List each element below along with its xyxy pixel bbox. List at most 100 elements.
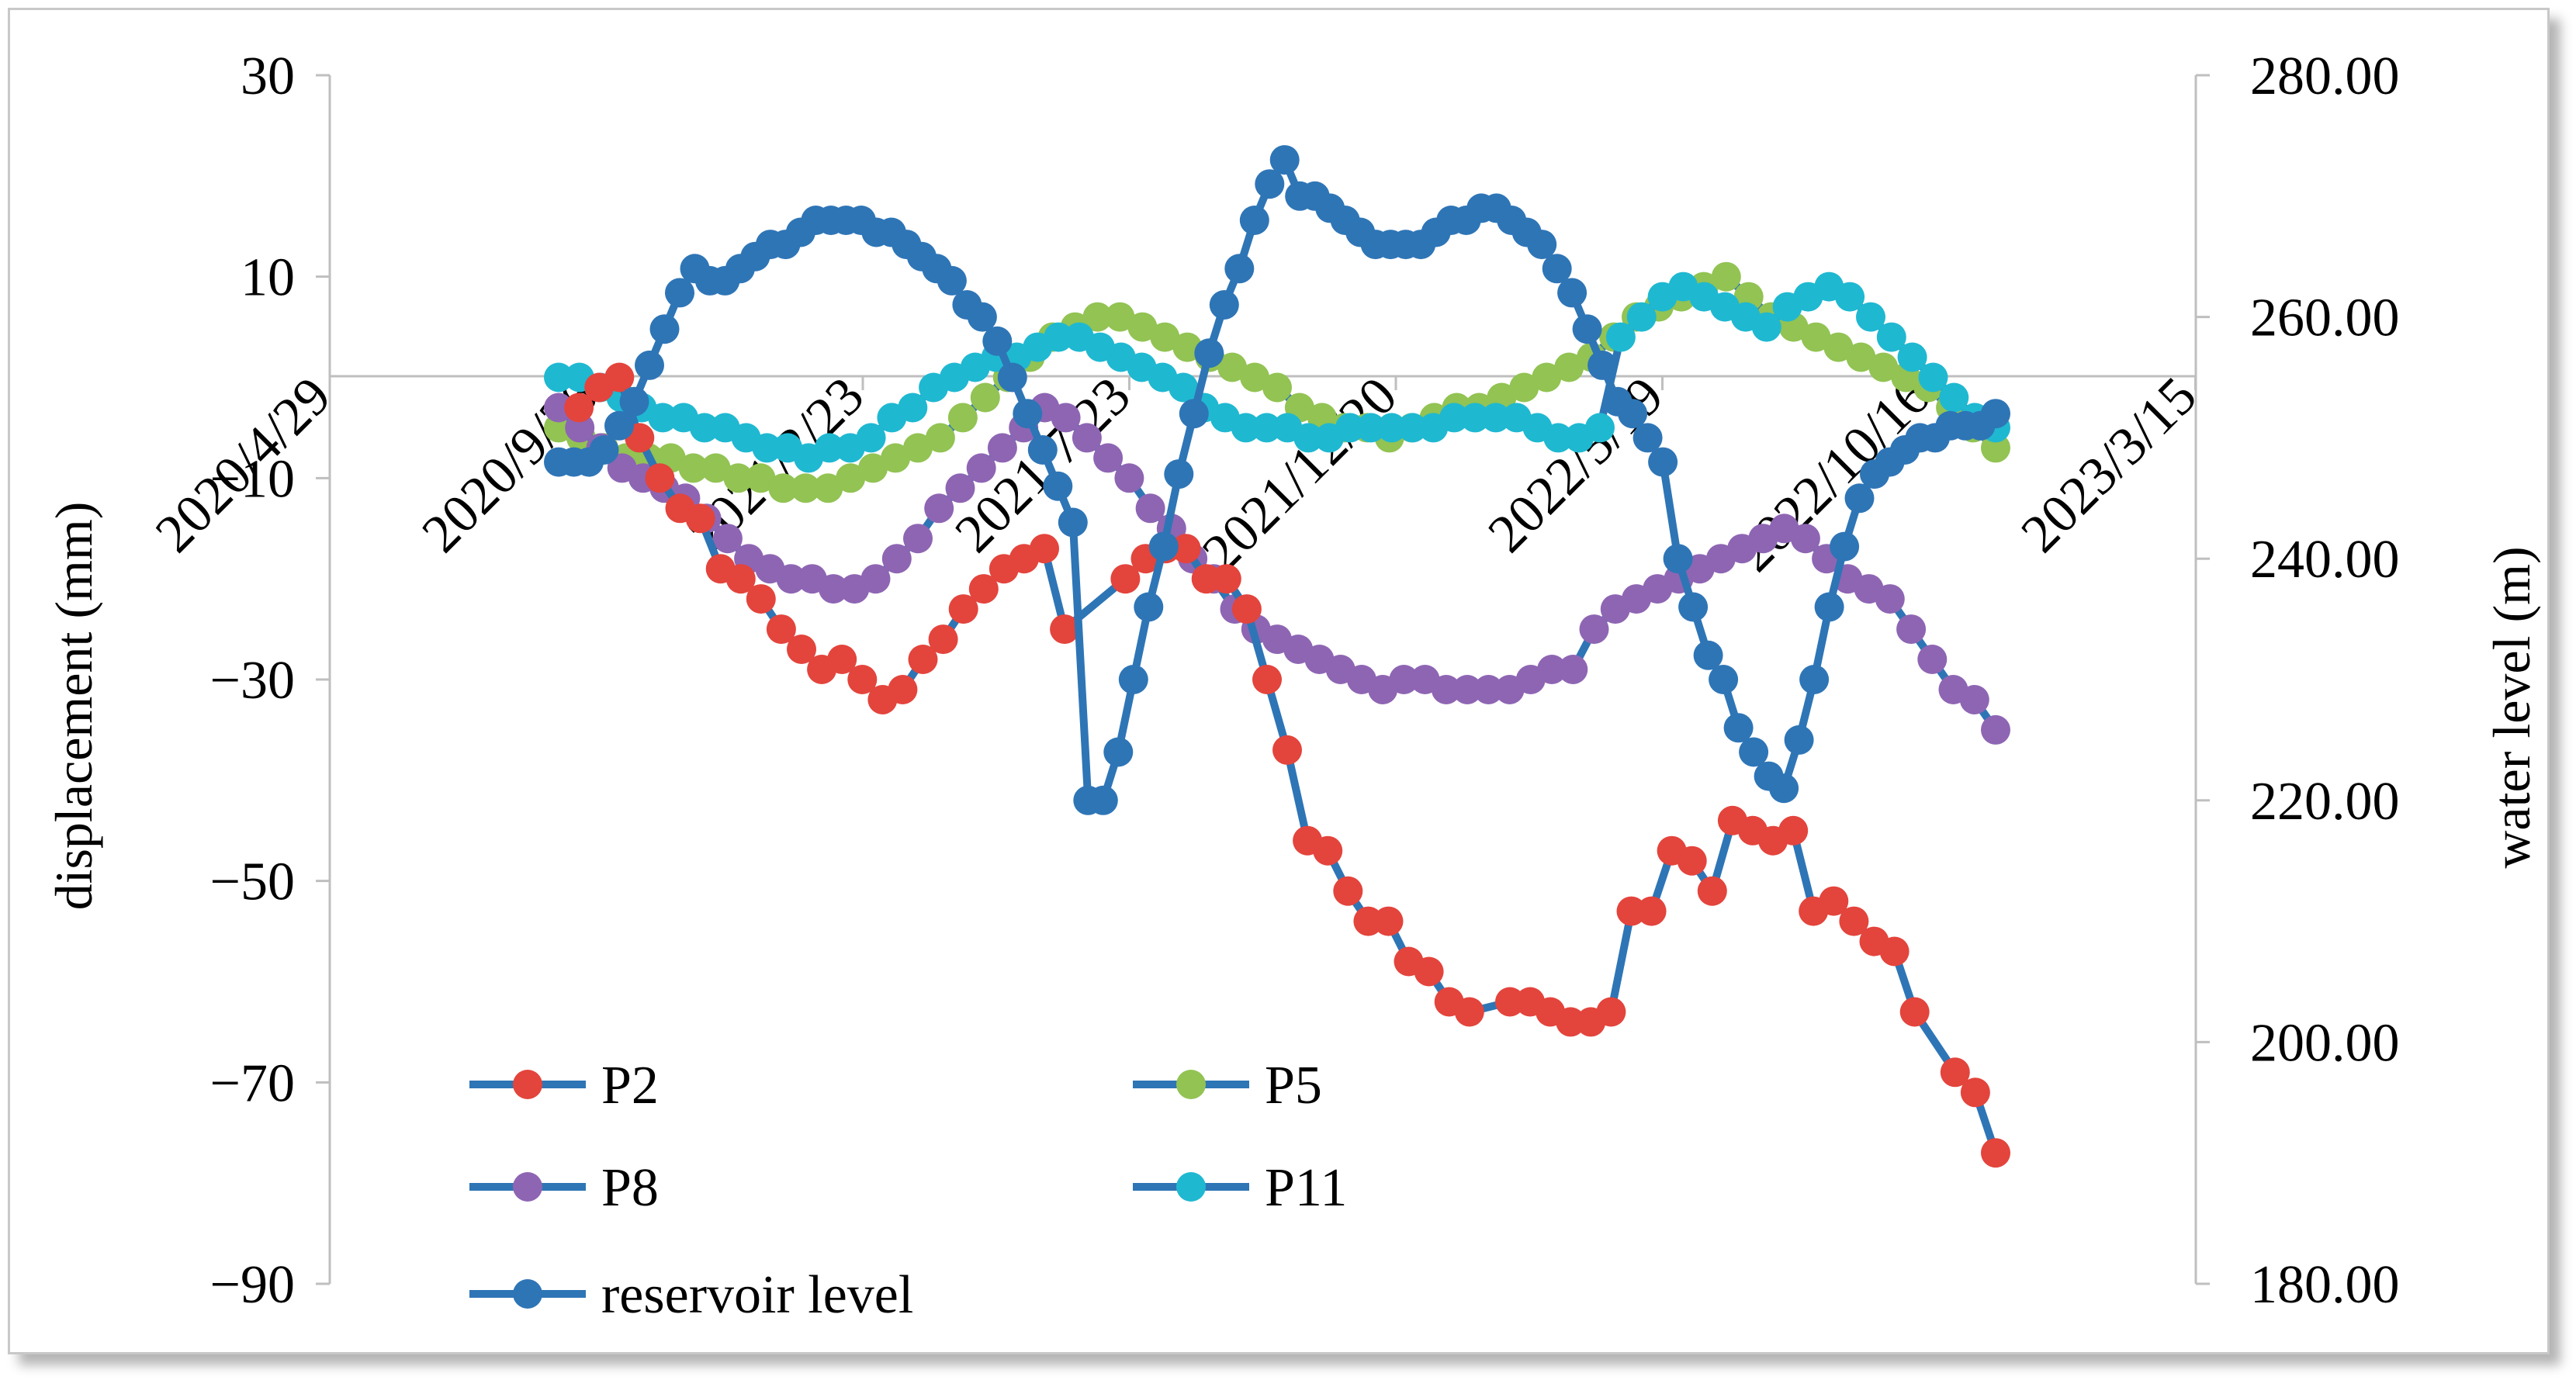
data-point bbox=[1868, 352, 1899, 382]
data-point bbox=[1835, 282, 1865, 312]
data-point bbox=[1723, 713, 1754, 743]
data-point bbox=[1711, 261, 1741, 292]
right-tick-label: 200.00 bbox=[2250, 1013, 2400, 1073]
data-point bbox=[1959, 685, 1989, 714]
data-point bbox=[1373, 906, 1404, 936]
data-point bbox=[1981, 433, 2010, 463]
data-point bbox=[908, 645, 938, 674]
data-point bbox=[1572, 314, 1602, 344]
data-point bbox=[1114, 463, 1144, 493]
data-point bbox=[701, 453, 731, 483]
data-point bbox=[1981, 714, 2010, 745]
data-point bbox=[1616, 896, 1646, 926]
data-point bbox=[1148, 531, 1179, 562]
data-point bbox=[1179, 399, 1209, 429]
data-point bbox=[1618, 399, 1648, 429]
data-point bbox=[856, 423, 886, 453]
data-point bbox=[847, 665, 878, 694]
data-point bbox=[1875, 584, 1905, 614]
data-point bbox=[1194, 338, 1224, 368]
data-point bbox=[1839, 906, 1869, 936]
data-point bbox=[689, 413, 719, 443]
data-point bbox=[1269, 145, 1300, 175]
data-point bbox=[937, 265, 967, 296]
legend-item: P11 bbox=[1133, 1158, 1347, 1218]
legend-item: P2 bbox=[469, 1056, 659, 1115]
data-point bbox=[1543, 423, 1574, 453]
right-y-tick-labels: 280.00 260.00 240.00 220.00 200.00 180.00 bbox=[2196, 47, 2400, 1315]
data-point bbox=[1918, 362, 1948, 393]
data-point bbox=[1605, 322, 1636, 352]
data-point bbox=[1439, 403, 1470, 433]
data-point bbox=[544, 362, 573, 393]
data-point bbox=[1697, 876, 1727, 906]
legend-label: P8 bbox=[601, 1158, 659, 1218]
data-point bbox=[1678, 592, 1709, 622]
data-point bbox=[827, 645, 857, 674]
data-point bbox=[1293, 423, 1324, 453]
data-point bbox=[997, 362, 1027, 393]
data-point bbox=[648, 403, 678, 433]
legend-label: P11 bbox=[1265, 1158, 1347, 1218]
data-point bbox=[1940, 1057, 1970, 1088]
data-point bbox=[791, 473, 821, 503]
data-point bbox=[776, 564, 806, 594]
data-point bbox=[924, 493, 954, 524]
data-point bbox=[685, 503, 715, 534]
data-point bbox=[1088, 785, 1118, 815]
data-point bbox=[1454, 997, 1484, 1027]
data-point bbox=[1480, 403, 1511, 433]
data-point bbox=[1677, 846, 1707, 876]
series-reservoir-level bbox=[544, 145, 2010, 815]
data-point bbox=[1030, 534, 1059, 564]
data-point bbox=[1240, 362, 1270, 393]
data-point bbox=[1542, 254, 1572, 284]
data-point bbox=[649, 314, 680, 344]
data-point bbox=[1135, 493, 1165, 524]
data-point bbox=[1917, 645, 1948, 674]
data-point bbox=[888, 675, 918, 704]
data-point bbox=[1557, 278, 1587, 308]
data-point bbox=[1105, 302, 1135, 332]
data-point bbox=[947, 403, 978, 433]
data-point bbox=[635, 350, 664, 380]
data-point bbox=[1532, 362, 1562, 393]
data-point bbox=[1769, 773, 1799, 804]
left-tick-label: −10 bbox=[210, 449, 295, 509]
data-point bbox=[1118, 665, 1148, 694]
data-point bbox=[813, 473, 843, 503]
data-point bbox=[1790, 524, 1820, 554]
data-point bbox=[1693, 640, 1723, 670]
legend-label: P5 bbox=[1265, 1056, 1322, 1115]
data-point bbox=[1897, 342, 1927, 372]
left-tick-label: 30 bbox=[241, 47, 295, 106]
data-point bbox=[1211, 564, 1241, 594]
data-point bbox=[898, 393, 928, 423]
data-point bbox=[1353, 906, 1383, 936]
data-point bbox=[1239, 206, 1269, 235]
data-point bbox=[544, 393, 573, 423]
data-point bbox=[604, 410, 634, 441]
data-point bbox=[1252, 413, 1282, 443]
data-point bbox=[945, 473, 975, 503]
data-point bbox=[881, 544, 912, 574]
data-point bbox=[1558, 655, 1588, 684]
data-point bbox=[1823, 332, 1854, 362]
data-point bbox=[1663, 544, 1693, 574]
data-point bbox=[1209, 290, 1239, 320]
series-p11 bbox=[544, 272, 2010, 473]
data-point bbox=[1939, 382, 1969, 413]
data-point bbox=[1981, 399, 2010, 429]
data-point bbox=[987, 433, 1017, 463]
data-point bbox=[665, 278, 694, 308]
data-point bbox=[1072, 423, 1102, 453]
left-tick-label: −70 bbox=[210, 1053, 295, 1113]
data-point bbox=[1596, 997, 1626, 1027]
data-point bbox=[1051, 403, 1081, 433]
data-point bbox=[1784, 725, 1814, 755]
data-point bbox=[1844, 483, 1875, 514]
right-axis-title: water level (m) bbox=[2482, 546, 2541, 868]
data-point bbox=[928, 624, 958, 655]
data-point bbox=[645, 463, 675, 493]
